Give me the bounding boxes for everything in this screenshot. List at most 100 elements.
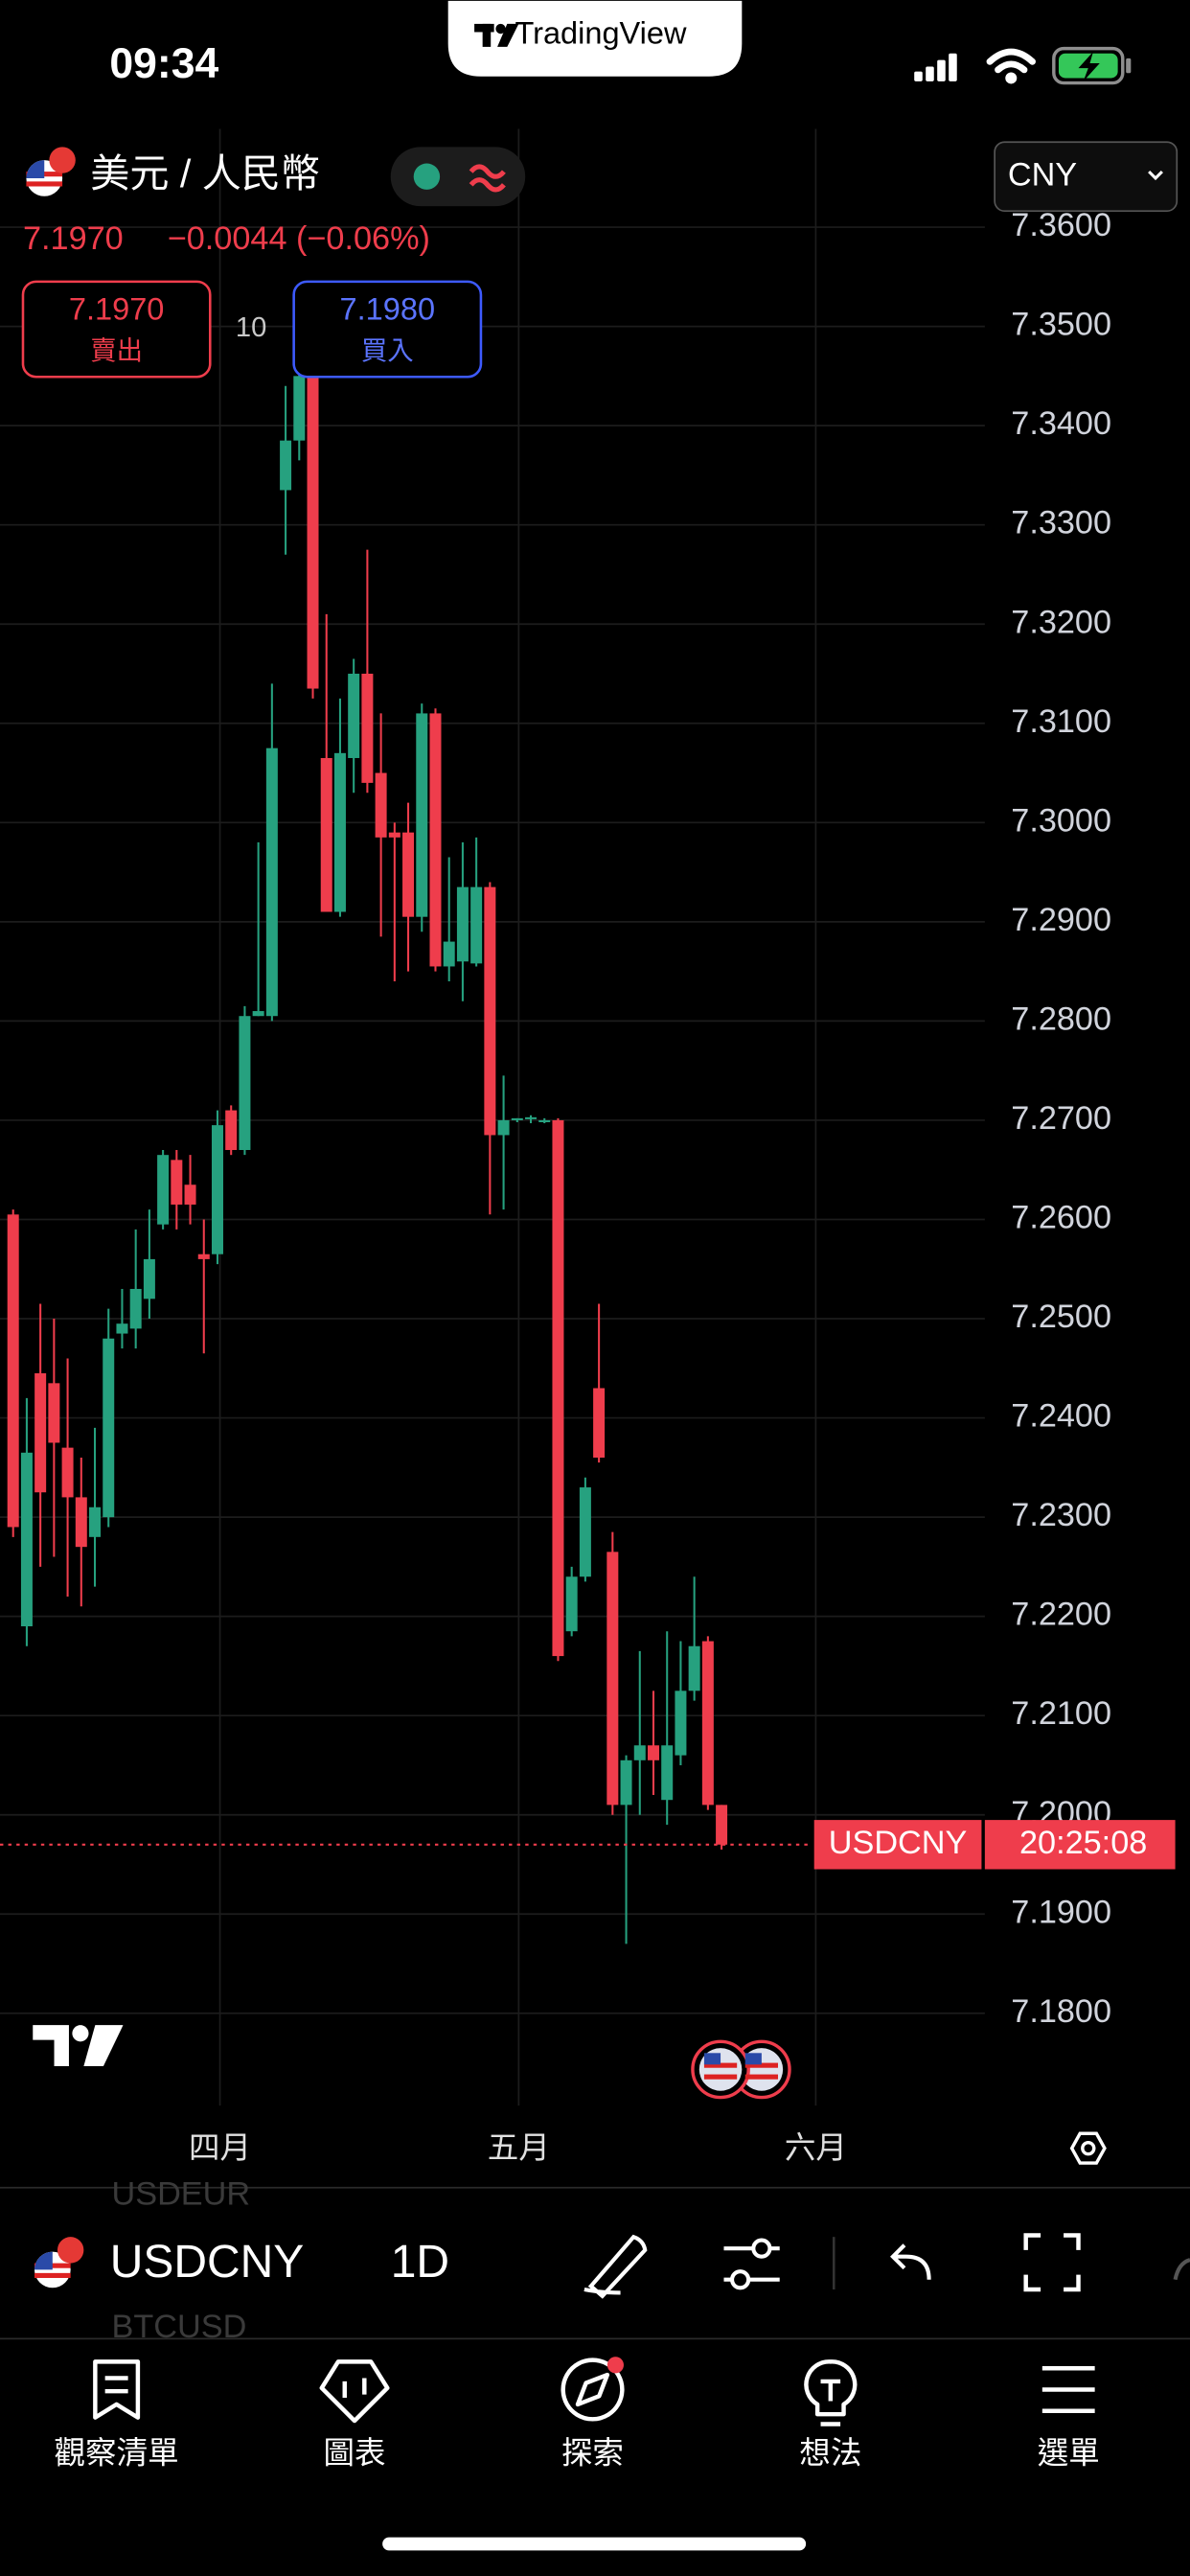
candle-body xyxy=(307,376,319,689)
status-toggle[interactable] xyxy=(390,147,526,207)
candle-body xyxy=(606,1552,619,1806)
candle-body xyxy=(633,1745,646,1760)
event-flags[interactable] xyxy=(691,2039,791,2100)
buy-button[interactable] xyxy=(292,280,483,379)
app-label: TradingView xyxy=(515,15,687,50)
candle-body xyxy=(701,1641,714,1806)
candle-body xyxy=(20,1452,33,1627)
wifi-icon xyxy=(986,48,1036,84)
candle-body xyxy=(388,832,400,838)
candle-body xyxy=(61,1447,74,1498)
candle-body xyxy=(675,1690,687,1756)
x-axis-label: 五月 xyxy=(488,2130,550,2165)
candle-body xyxy=(525,1116,538,1119)
battery-icon xyxy=(1052,46,1132,85)
candle-body xyxy=(280,440,292,491)
y-tick-label: 7.3100 xyxy=(1011,703,1111,740)
draw-icon[interactable] xyxy=(584,2234,648,2299)
candle-body xyxy=(48,1383,60,1443)
candle-body xyxy=(225,1110,238,1151)
candle-body xyxy=(552,1119,564,1657)
candle-body xyxy=(565,1576,578,1632)
candle-body xyxy=(484,886,496,1136)
y-tick-label: 7.1900 xyxy=(1011,1894,1111,1930)
candle-body xyxy=(688,1645,700,1691)
candle-body xyxy=(497,1119,510,1136)
y-tick-label: 7.3600 xyxy=(1011,207,1111,243)
y-tick-label: 7.3500 xyxy=(1011,307,1111,343)
y-tick-label: 7.2100 xyxy=(1011,1695,1111,1732)
currency-label: CNY xyxy=(1008,156,1077,193)
signal-icon xyxy=(914,53,957,81)
tab-label[interactable]: 想法 xyxy=(799,2436,861,2471)
badge-symbol: USDCNY xyxy=(829,1825,968,1861)
y-tick-label: 7.2200 xyxy=(1011,1597,1111,1633)
currency-dropdown[interactable] xyxy=(994,141,1179,213)
delay-icon xyxy=(469,164,506,193)
y-tick-label: 7.2800 xyxy=(1011,1000,1111,1037)
candle-body xyxy=(157,1155,170,1225)
y-tick-label: 7.2300 xyxy=(1011,1497,1111,1533)
fullscreen-icon[interactable] xyxy=(1023,2233,1081,2292)
candle-body xyxy=(129,1288,142,1329)
y-tick-label: 7.1800 xyxy=(1011,1993,1111,2030)
candle-body xyxy=(470,886,483,964)
dropdown-caret xyxy=(1148,170,1163,181)
tab-label[interactable]: 探索 xyxy=(561,2436,624,2471)
candle-body xyxy=(116,1323,128,1334)
candle-body xyxy=(620,1760,632,1806)
notification-dot xyxy=(606,2357,624,2374)
indicators-icon[interactable] xyxy=(723,2238,780,2290)
candle-body xyxy=(211,1125,223,1254)
undo-icon[interactable] xyxy=(890,2243,931,2280)
y-tick-label: 7.2600 xyxy=(1011,1200,1111,1236)
y-tick-label: 7.2500 xyxy=(1011,1299,1111,1335)
interval[interactable]: 1D xyxy=(391,2237,449,2288)
candle-body xyxy=(429,713,442,967)
toolbar-symbol[interactable]: USDCNY xyxy=(110,2237,305,2288)
candle-body xyxy=(716,1805,728,1845)
chart-area[interactable] xyxy=(0,128,985,2106)
candle-body xyxy=(511,1117,523,1120)
candle-body xyxy=(171,1160,183,1205)
candle-body xyxy=(265,748,278,1017)
buy-label: 買入 xyxy=(361,335,414,365)
sell-button[interactable] xyxy=(21,280,212,379)
candle-body xyxy=(375,772,387,838)
market-dot xyxy=(413,163,441,190)
app-pill xyxy=(447,0,743,77)
candle-body xyxy=(103,1338,115,1518)
last-price: 7.1970 xyxy=(23,220,124,257)
settings-icon[interactable] xyxy=(1069,2131,1107,2165)
y-tick-label: 7.3000 xyxy=(1011,802,1111,839)
tab-label[interactable]: 選單 xyxy=(1038,2436,1100,2471)
candle-body xyxy=(34,1372,47,1493)
price-change: −0.0044 (−0.06%) xyxy=(168,220,430,257)
tab-label[interactable]: 觀察清單 xyxy=(55,2436,179,2471)
candle-body xyxy=(538,1119,551,1122)
y-tick-label: 7.3200 xyxy=(1011,604,1111,640)
y-tick-label: 7.2900 xyxy=(1011,902,1111,938)
candle-body xyxy=(361,674,374,783)
candle-body xyxy=(320,758,332,912)
price-badge xyxy=(813,1820,982,1870)
badge-countdown: 20:25:08 xyxy=(1019,1825,1147,1861)
candle-body xyxy=(184,1184,196,1205)
y-tick-label: 7.3300 xyxy=(1011,505,1111,541)
sell-price: 7.1970 xyxy=(69,291,165,326)
tab-icon xyxy=(93,2359,141,2420)
candle-body xyxy=(239,1016,251,1151)
more-icon[interactable] xyxy=(1173,2258,1190,2281)
tab-label[interactable]: 圖表 xyxy=(323,2436,385,2471)
flag-icon xyxy=(26,147,76,196)
symbol-name[interactable]: 美元 / 人民幣 xyxy=(90,151,320,196)
candle-body xyxy=(593,1388,606,1458)
x-axis-label: 四月 xyxy=(189,2130,251,2165)
candle-body xyxy=(443,941,455,967)
candle-body xyxy=(197,1254,210,1259)
candle-body xyxy=(661,1745,674,1801)
candle-body xyxy=(89,1506,102,1537)
